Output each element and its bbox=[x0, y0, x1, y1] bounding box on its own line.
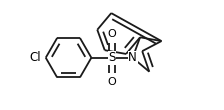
Text: Cl: Cl bbox=[30, 51, 41, 64]
Text: O: O bbox=[108, 29, 116, 39]
Text: N: N bbox=[128, 51, 137, 64]
Text: O: O bbox=[108, 77, 116, 87]
Text: S: S bbox=[108, 51, 116, 64]
